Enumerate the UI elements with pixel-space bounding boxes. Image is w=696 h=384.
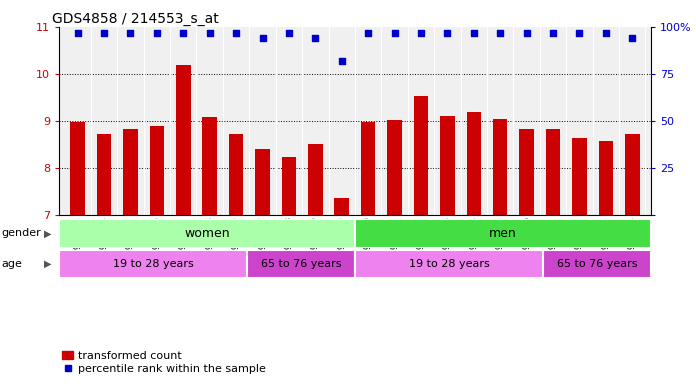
Point: [574, 30, 585, 36]
Bar: [176, 65, 191, 215]
Point: [442, 30, 453, 36]
Bar: [308, 144, 323, 215]
Text: GDS4858 / 214553_s_at: GDS4858 / 214553_s_at: [52, 12, 219, 25]
Point: [257, 35, 268, 41]
Bar: [625, 134, 640, 215]
Bar: [413, 96, 428, 215]
Text: age: age: [1, 259, 22, 269]
Point: [600, 30, 611, 36]
Bar: [282, 157, 296, 215]
Text: 19 to 28 years: 19 to 28 years: [409, 259, 489, 269]
Point: [99, 30, 110, 36]
Bar: [387, 119, 402, 215]
Point: [230, 30, 242, 36]
Point: [310, 35, 321, 41]
Bar: [546, 129, 560, 215]
Bar: [355, 219, 651, 248]
Bar: [493, 119, 507, 215]
Point: [72, 30, 84, 36]
Bar: [97, 134, 111, 215]
Text: 65 to 76 years: 65 to 76 years: [557, 259, 638, 269]
Bar: [519, 129, 534, 215]
Bar: [440, 116, 454, 215]
Bar: [229, 134, 244, 215]
Text: 65 to 76 years: 65 to 76 years: [261, 259, 342, 269]
Bar: [572, 138, 587, 215]
Text: gender: gender: [1, 228, 41, 238]
Text: ▶: ▶: [44, 259, 52, 269]
Bar: [466, 112, 481, 215]
Point: [389, 30, 400, 36]
Bar: [543, 250, 651, 278]
Bar: [59, 219, 355, 248]
Point: [125, 30, 136, 36]
Point: [521, 30, 532, 36]
Point: [204, 30, 215, 36]
Bar: [599, 141, 613, 215]
Text: men: men: [489, 227, 516, 240]
Bar: [59, 250, 247, 278]
Point: [416, 30, 427, 36]
Point: [626, 35, 638, 41]
Bar: [355, 250, 543, 278]
Legend: transformed count, percentile rank within the sample: transformed count, percentile rank withi…: [58, 346, 270, 379]
Point: [283, 30, 294, 36]
Point: [495, 30, 506, 36]
Point: [363, 30, 374, 36]
Bar: [150, 126, 164, 215]
Bar: [361, 122, 375, 215]
Bar: [203, 117, 217, 215]
Point: [151, 30, 162, 36]
Bar: [247, 250, 355, 278]
Text: ▶: ▶: [44, 228, 52, 238]
Bar: [123, 129, 138, 215]
Point: [468, 30, 480, 36]
Point: [336, 58, 347, 64]
Point: [177, 30, 189, 36]
Text: 19 to 28 years: 19 to 28 years: [113, 259, 193, 269]
Text: women: women: [184, 227, 230, 240]
Bar: [255, 149, 270, 215]
Bar: [335, 198, 349, 215]
Point: [548, 30, 559, 36]
Bar: [70, 122, 85, 215]
